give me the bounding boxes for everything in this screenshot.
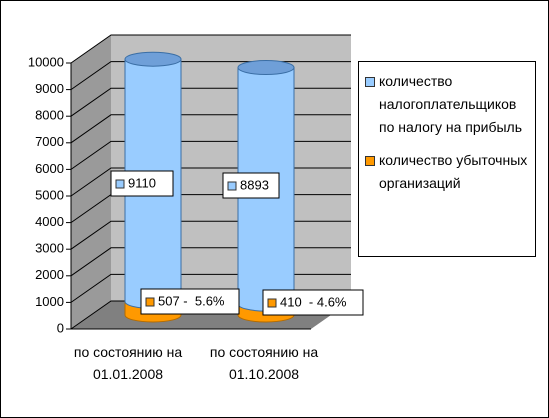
data-label-key: [227, 181, 237, 191]
y-tick-label: 4000: [35, 214, 64, 229]
legend-swatch: [365, 156, 375, 166]
y-tick-label: 0: [57, 320, 64, 335]
y-tick-label: 9000: [35, 81, 64, 96]
data-label: 507 - 5.6%: [158, 293, 225, 308]
x-tick-label: по состоянию на 01.10.2008: [209, 344, 319, 382]
cylinder-top: [124, 51, 182, 67]
y-tick-label: 10000: [28, 54, 64, 69]
legend-label: количество налогоплательщиков по налогу …: [379, 73, 523, 135]
y-tick-label: 3000: [35, 241, 64, 256]
y-tick-label: 5000: [35, 187, 64, 202]
legend-item: количество убыточных организаций: [365, 149, 531, 195]
legend: количество налогоплательщиков по налогу …: [358, 61, 536, 257]
y-tick-label: 1000: [35, 294, 64, 309]
data-label-box: [140, 288, 240, 315]
data-label: 8893: [240, 177, 269, 192]
x-tick-label: по состоянию на 01.01.2008: [73, 344, 183, 382]
legend-swatch: [365, 77, 375, 87]
legend-label: количество убыточных организаций: [379, 152, 528, 191]
grid-line: [70, 34, 351, 64]
cylinder-top: [237, 60, 295, 76]
y-tick-label: 7000: [35, 134, 64, 149]
y-tick-label: 2000: [35, 267, 64, 282]
data-label-box: [262, 289, 364, 316]
data-label: 9110: [128, 175, 156, 190]
y-tick-label: 6000: [35, 161, 64, 176]
data-label: 410 - 4.6%: [280, 294, 347, 309]
data-label-key: [145, 297, 155, 307]
data-label-key: [115, 179, 125, 189]
y-tick-label: 8000: [35, 108, 64, 123]
data-label-key: [267, 298, 277, 308]
legend-item: количество налогоплательщиков по налогу …: [365, 70, 531, 139]
